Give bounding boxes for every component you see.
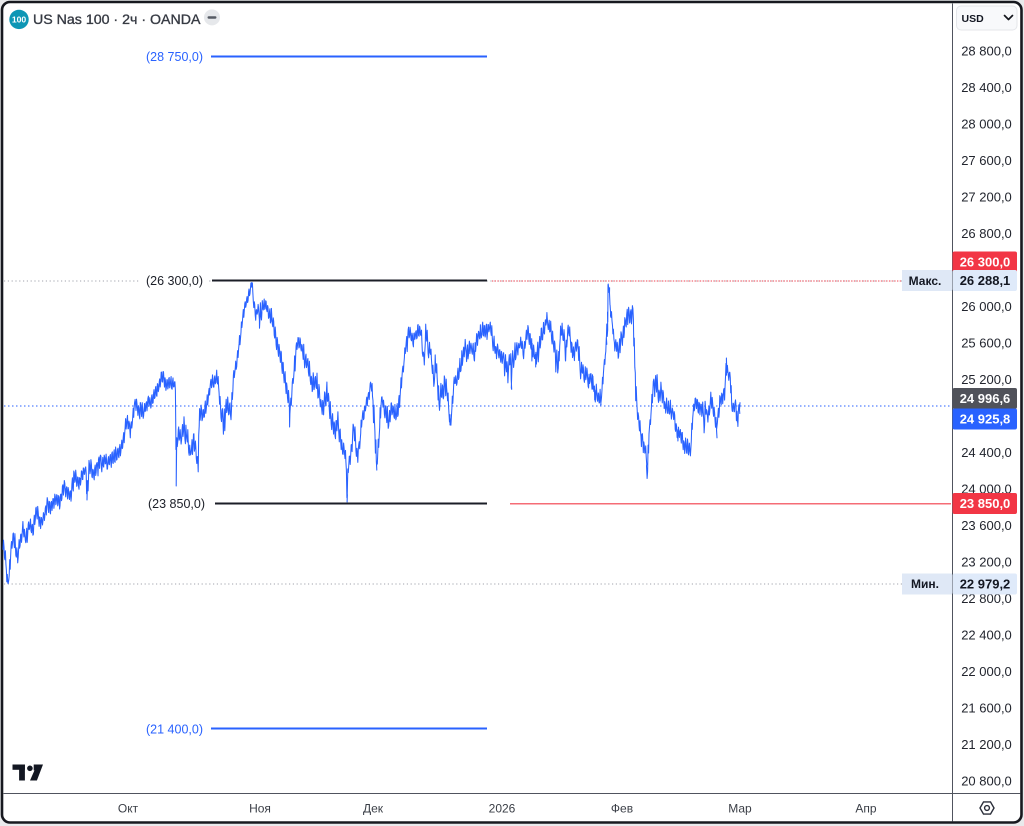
svg-text:22 979,2: 22 979,2 [960,576,1011,591]
svg-text:25 200,0: 25 200,0 [961,372,1012,387]
svg-text:(28 750,0): (28 750,0) [146,50,203,64]
svg-text:21 600,0: 21 600,0 [961,701,1012,716]
svg-text:24 400,0: 24 400,0 [961,445,1012,460]
svg-text:27 200,0: 27 200,0 [961,190,1012,205]
svg-text:28 800,0: 28 800,0 [961,44,1012,59]
svg-text:23 600,0: 23 600,0 [961,518,1012,533]
svg-text:24 000,0: 24 000,0 [961,482,1012,497]
svg-text:28 000,0: 28 000,0 [961,117,1012,132]
svg-text:27 600,0: 27 600,0 [961,153,1012,168]
svg-text:Мин.: Мин. [911,577,939,591]
svg-text:USD: USD [962,13,985,25]
svg-text:100: 100 [12,14,27,24]
svg-text:Апр: Апр [855,801,877,815]
svg-text:23 200,0: 23 200,0 [961,555,1012,570]
svg-text:28 400,0: 28 400,0 [961,80,1012,95]
svg-text:US Nas 100 · 2ч · OANDA: US Nas 100 · 2ч · OANDA [33,12,201,28]
svg-text:(26 300,0): (26 300,0) [146,274,203,288]
svg-text:Дек: Дек [363,801,384,815]
svg-text:26 800,0: 26 800,0 [961,226,1012,241]
svg-text:22 400,0: 22 400,0 [961,628,1012,643]
svg-text:(23 850,0): (23 850,0) [148,497,205,511]
svg-text:26 288,1: 26 288,1 [960,273,1011,288]
svg-text:(21 400,0): (21 400,0) [146,723,203,737]
svg-text:24 996,6: 24 996,6 [960,391,1011,406]
svg-text:20 800,0: 20 800,0 [961,774,1012,789]
svg-text:Ноя: Ноя [249,801,271,815]
svg-text:24 925,8: 24 925,8 [960,411,1011,426]
svg-text:Окт: Окт [118,801,139,815]
svg-text:25 600,0: 25 600,0 [961,336,1012,351]
svg-text:Фев: Фев [611,801,633,815]
svg-text:Мар: Мар [728,801,752,815]
svg-text:22 000,0: 22 000,0 [961,664,1012,679]
svg-text:23 850,0: 23 850,0 [960,496,1011,511]
svg-text:21 200,0: 21 200,0 [961,737,1012,752]
svg-text:22 800,0: 22 800,0 [961,591,1012,606]
svg-text:2026: 2026 [489,801,516,815]
svg-text:Макс.: Макс. [909,274,942,288]
svg-text:26 000,0: 26 000,0 [961,299,1012,314]
svg-text:26 300,0: 26 300,0 [960,254,1011,269]
